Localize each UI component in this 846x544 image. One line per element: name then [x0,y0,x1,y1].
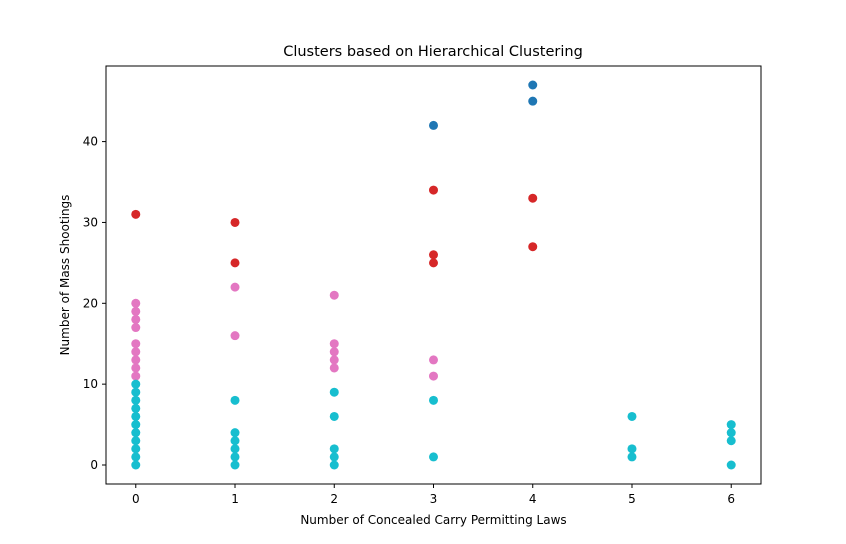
data-point [131,420,141,430]
data-point [230,395,240,405]
x-tick-label: 2 [330,492,338,506]
y-tick-label: 10 [83,377,98,391]
data-point [230,460,240,470]
data-point [131,347,141,357]
data-point [429,395,438,405]
y-tick-label: 0 [90,458,98,472]
data-point [131,339,141,349]
data-point [627,452,637,462]
data-point [329,460,339,470]
data-point [131,444,141,454]
data-point [131,436,141,446]
data-point [627,411,637,421]
data-point [329,355,339,365]
data-point [131,428,141,438]
data-point [429,355,438,365]
data-point [329,363,339,373]
data-point [131,363,141,373]
data-point [726,436,736,446]
y-tick-label: 30 [83,215,98,229]
data-point [429,452,438,462]
data-point [329,339,339,349]
data-point [131,371,141,381]
data-point [528,80,538,90]
data-point [131,355,141,365]
x-tick-label: 1 [231,492,239,506]
chart-title: Clusters based on Hierarchical Clusterin… [283,44,583,60]
data-point [329,290,339,300]
data-point [726,420,736,430]
x-axis-title: Number of Concealed Carry Permitting Law… [300,513,566,527]
data-point [230,258,240,268]
y-tick-label: 20 [83,296,98,310]
data-point [230,331,240,341]
data-point [429,258,438,268]
x-tick-label: 3 [430,492,438,506]
data-point [726,428,736,438]
data-point [528,193,538,203]
data-point [131,209,141,219]
data-point [429,250,438,260]
data-point [429,185,438,195]
data-points [131,80,736,470]
data-point [131,403,141,413]
data-point [131,452,141,462]
data-point [230,428,240,438]
data-point [329,347,339,357]
data-point [230,452,240,462]
y-axis-ticks: 0 10 20 30 40 [83,135,106,472]
y-tick-label: 40 [83,135,98,149]
data-point [131,323,141,333]
x-tick-label: 4 [529,492,537,506]
data-point [230,444,240,454]
data-point [131,379,141,389]
data-point [329,411,339,421]
data-point [528,96,538,106]
data-point [329,387,339,397]
data-point [230,217,240,227]
data-point [429,371,438,381]
x-axis-ticks: 0 1 2 3 4 5 6 [132,484,735,506]
data-point [230,282,240,292]
data-point [131,314,141,324]
x-tick-label: 6 [727,492,735,506]
x-tick-label: 5 [628,492,636,506]
data-point [131,298,141,308]
y-axis-title: Number of Mass Shootings [58,195,72,356]
data-point [528,242,538,252]
data-point [131,460,141,470]
x-tick-label: 0 [132,492,140,506]
data-point [429,120,438,130]
data-point [230,436,240,446]
data-point [131,411,141,421]
data-point [131,306,141,316]
data-point [627,444,637,454]
data-point [329,452,339,462]
data-point [131,387,141,397]
data-point [131,395,141,405]
data-point [726,460,736,470]
data-point [329,444,339,454]
